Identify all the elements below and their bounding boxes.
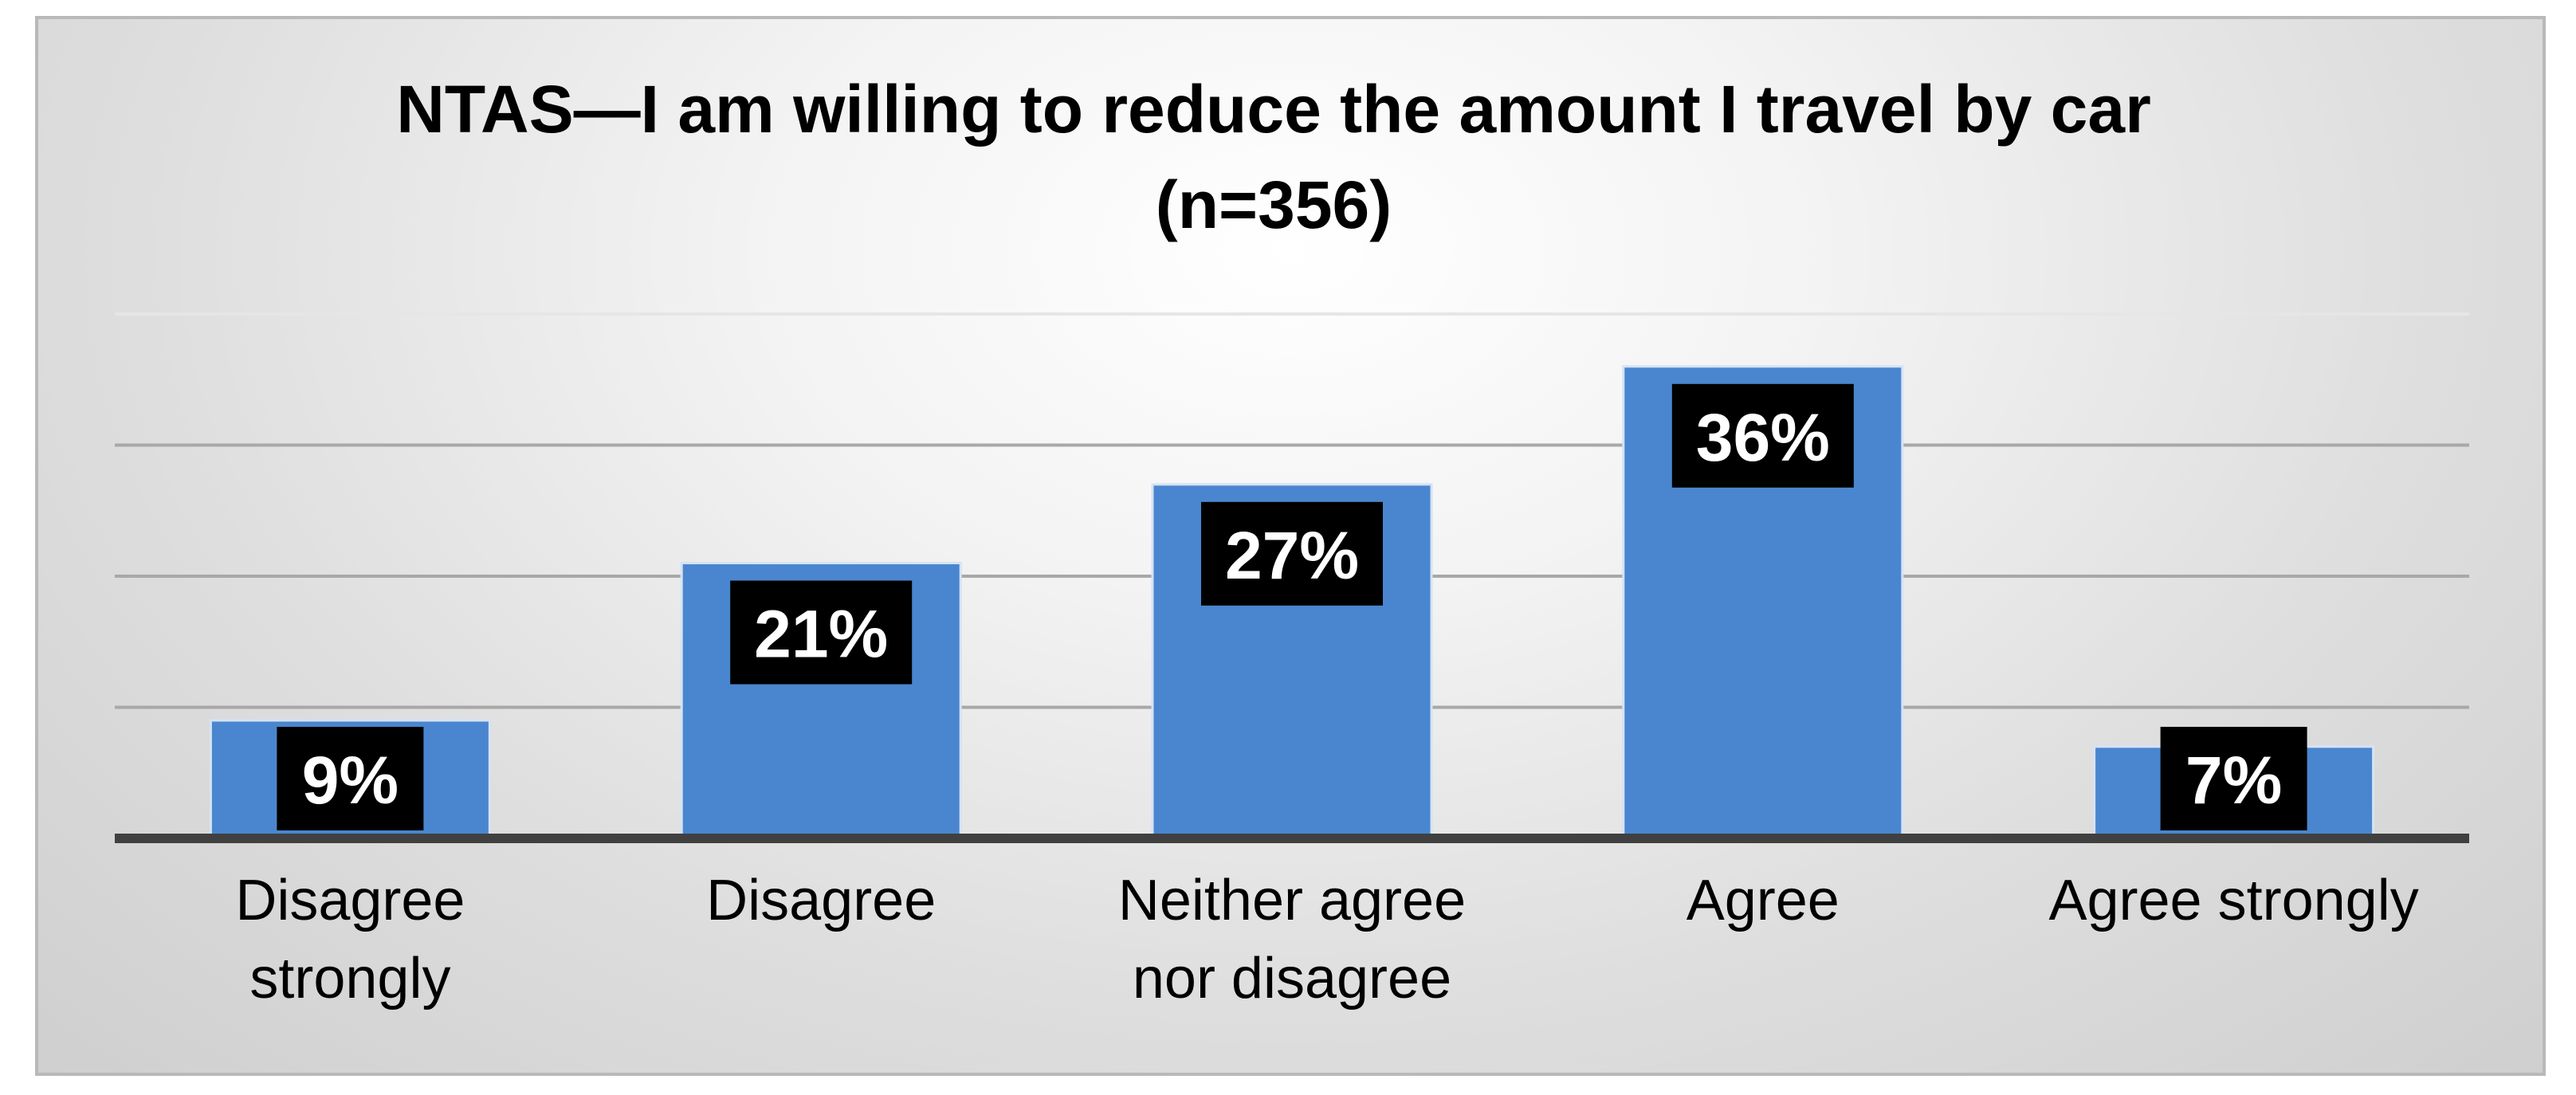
chart-frame: 9% 21% 27% 36% 7% Disagree strongly Disagree Ne… <box>35 16 2546 1076</box>
data-label: 36% <box>1696 400 1830 475</box>
data-label: 9% <box>302 743 399 818</box>
chart-subtitle: (n=356) <box>1156 167 1392 242</box>
category-label: Neither agree nor disagree <box>1118 869 1466 1011</box>
category-label: Disagree strongly <box>235 869 465 1011</box>
data-label-box <box>730 580 913 685</box>
data-label: 27% <box>1225 518 1359 593</box>
chart-title: NTAS—I am willing to reduce the amount I… <box>396 72 2151 147</box>
data-label-box <box>2160 727 2307 830</box>
data-label: 21% <box>754 597 888 672</box>
category-labels: Disagree strongly Disagree Neither agree nor… <box>235 869 2418 1011</box>
data-labels: 9% 21% 27% 36% 7% <box>277 383 2307 830</box>
data-label-box <box>1671 383 1854 488</box>
bar-chart: 9% 21% 27% 36% 7% Disagree strongly Disagree Ne… <box>115 72 2469 1011</box>
category-label: Agree <box>1687 869 1840 932</box>
data-label: 7% <box>2185 743 2282 818</box>
data-label-box <box>277 727 424 830</box>
data-label-box <box>1201 501 1383 606</box>
category-label: Agree strongly <box>2048 869 2418 932</box>
category-label: Disagree <box>706 869 936 932</box>
